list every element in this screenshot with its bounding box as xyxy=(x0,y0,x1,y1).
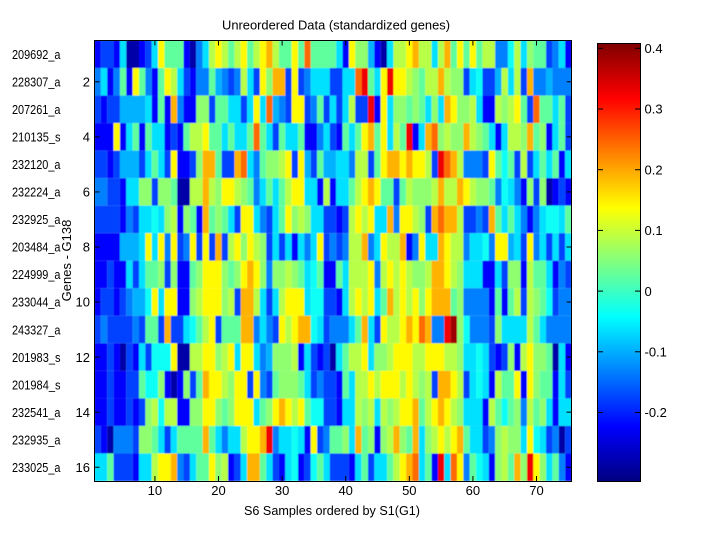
svg-text:210135_s: 210135_s xyxy=(12,130,61,145)
svg-text:233044_a: 233044_a xyxy=(12,295,61,310)
svg-text:14: 14 xyxy=(76,405,90,420)
svg-text:4: 4 xyxy=(83,130,90,145)
svg-text:8: 8 xyxy=(83,240,90,255)
svg-text:-0.2: -0.2 xyxy=(645,405,667,420)
svg-text:232541_a: 232541_a xyxy=(12,405,61,420)
svg-text:232120_a: 232120_a xyxy=(12,157,61,172)
svg-text:232224_a: 232224_a xyxy=(12,185,61,200)
svg-text:201983_s: 201983_s xyxy=(12,350,61,365)
svg-text:201984_s: 201984_s xyxy=(12,377,61,392)
svg-text:203484_a: 203484_a xyxy=(12,240,61,255)
svg-text:243327_a: 243327_a xyxy=(12,322,61,337)
svg-text:50: 50 xyxy=(402,483,416,498)
svg-text:10: 10 xyxy=(148,483,162,498)
svg-text:10: 10 xyxy=(76,295,90,310)
svg-text:209692_a: 209692_a xyxy=(12,47,61,62)
svg-text:2: 2 xyxy=(83,75,90,90)
svg-text:232935_a: 232935_a xyxy=(12,432,61,447)
svg-text:228307_a: 228307_a xyxy=(12,75,61,90)
svg-text:40: 40 xyxy=(338,483,352,498)
svg-text:20: 20 xyxy=(211,483,225,498)
svg-text:12: 12 xyxy=(76,350,90,365)
svg-text:232925_a: 232925_a xyxy=(12,212,61,227)
svg-text:0: 0 xyxy=(645,284,652,299)
svg-text:0.1: 0.1 xyxy=(645,223,663,238)
svg-text:30: 30 xyxy=(275,483,289,498)
svg-text:Unreordered Data (standardized: Unreordered Data (standardized genes) xyxy=(222,18,450,33)
svg-text:60: 60 xyxy=(466,483,480,498)
svg-text:S6 Samples ordered by S1(G1): S6 Samples ordered by S1(G1) xyxy=(244,503,420,518)
svg-text:-0.1: -0.1 xyxy=(645,345,667,360)
svg-text:0.4: 0.4 xyxy=(645,41,663,56)
svg-text:0.3: 0.3 xyxy=(645,102,663,117)
svg-text:224999_a: 224999_a xyxy=(12,267,61,282)
svg-text:207261_a: 207261_a xyxy=(12,102,61,117)
svg-text:Genes - G138: Genes - G138 xyxy=(59,220,74,302)
svg-text:70: 70 xyxy=(529,483,543,498)
svg-text:16: 16 xyxy=(76,460,90,475)
svg-text:6: 6 xyxy=(83,185,90,200)
svg-text:0.2: 0.2 xyxy=(645,162,663,177)
svg-text:233025_a: 233025_a xyxy=(12,460,61,475)
